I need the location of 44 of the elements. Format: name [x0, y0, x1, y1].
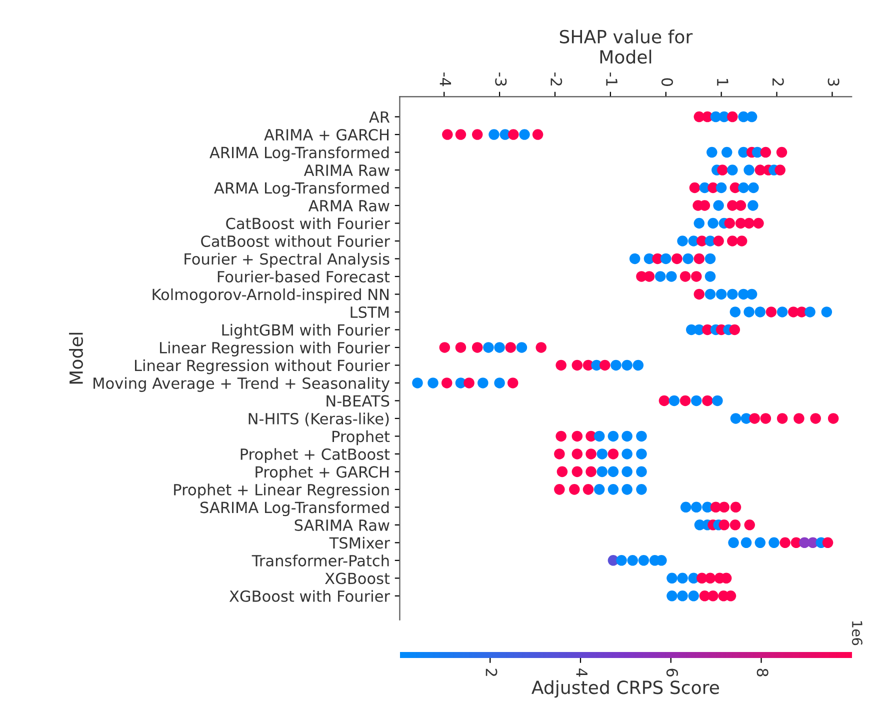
y-tick-label: ARIMA Log-Transformed — [210, 146, 389, 162]
y-tick-label: XGBoost with Fourier — [229, 590, 390, 602]
y-tick-label: TSMixer — [329, 536, 390, 549]
color-bar-label: 2 — [486, 668, 498, 676]
y-tick-label: Fourier-based Forecast — [218, 270, 390, 283]
color-bar-label: 6 — [666, 668, 678, 676]
x-tick-label: -2 — [550, 72, 562, 86]
y-tick-label: ARMA Log-Transformed — [214, 182, 389, 197]
y-tick-label: SARIMA Log-Transformed — [200, 501, 389, 516]
x-tick-label: -3 — [495, 72, 507, 86]
y-tick-label: Kolmogorov-Arnold-inspired NN — [152, 288, 389, 304]
y-tick-label: Prophet — [332, 430, 390, 446]
y-tick-label: Transformer-Patch — [252, 554, 389, 566]
y-tick-label: ARMA Raw — [308, 200, 390, 212]
x-tick-label: 0 — [661, 78, 673, 86]
x-tick-label: 1 — [717, 78, 728, 86]
x-tick-label: 3 — [828, 78, 840, 86]
y-tick-label: Linear Regression without Fourier — [135, 359, 390, 374]
color-bar-title: Adjusted CRPS Score — [532, 680, 719, 698]
y-tick-label: Fourier + Spectral Analysis — [184, 252, 390, 268]
color-bar-label: 4 — [576, 668, 588, 677]
y-tick-label: N-BEATS — [326, 395, 390, 407]
y-tick-label: Prophet + Linear Regression — [174, 484, 389, 498]
y-tick-label: SARIMA Raw — [294, 519, 390, 531]
y-tick-label: Prophet + GARCH — [256, 466, 389, 481]
y-tick-label: XGBoost — [325, 572, 390, 584]
text: 1e6 — [852, 621, 862, 646]
y-tick-label: CatBoost without Fourier — [201, 235, 390, 248]
y-tick-label: AR — [369, 111, 390, 123]
y-tick-label: ARIMA + GARCH — [264, 128, 389, 141]
x-axis-title: SHAP value for Model — [560, 29, 693, 64]
y-tick-label: ARIMA Raw — [304, 164, 390, 176]
y-tick-label: N-HITS (Keras-like) — [248, 412, 389, 426]
y-tick-label: LSTM — [350, 306, 389, 318]
y-tick-label: Prophet + CatBoost — [240, 448, 390, 463]
y-axis-title: Model — [69, 332, 84, 384]
y-tick-label: LightGBM with Fourier — [222, 324, 390, 339]
y-tick-label: Linear Regression with Fourier — [160, 342, 390, 356]
x-tick-label: 2 — [772, 78, 784, 86]
x-tick-label: -4 — [440, 72, 452, 86]
x-tick-label: -1 — [606, 72, 618, 86]
y-tick-label: Moving Average + Trend + Seasonality — [94, 377, 390, 392]
y-tick-label: CatBoost with Fourier — [226, 217, 390, 230]
color-bar-label: 8 — [756, 668, 768, 676]
